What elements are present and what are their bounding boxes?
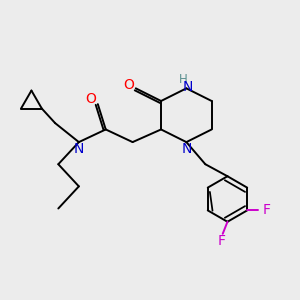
Text: O: O (85, 92, 96, 106)
Text: F: F (262, 203, 270, 218)
Text: N: N (74, 142, 84, 156)
Text: N: N (183, 80, 193, 94)
Text: H: H (179, 73, 188, 86)
Text: O: O (123, 77, 134, 92)
Text: F: F (217, 234, 225, 248)
Text: N: N (181, 142, 191, 156)
